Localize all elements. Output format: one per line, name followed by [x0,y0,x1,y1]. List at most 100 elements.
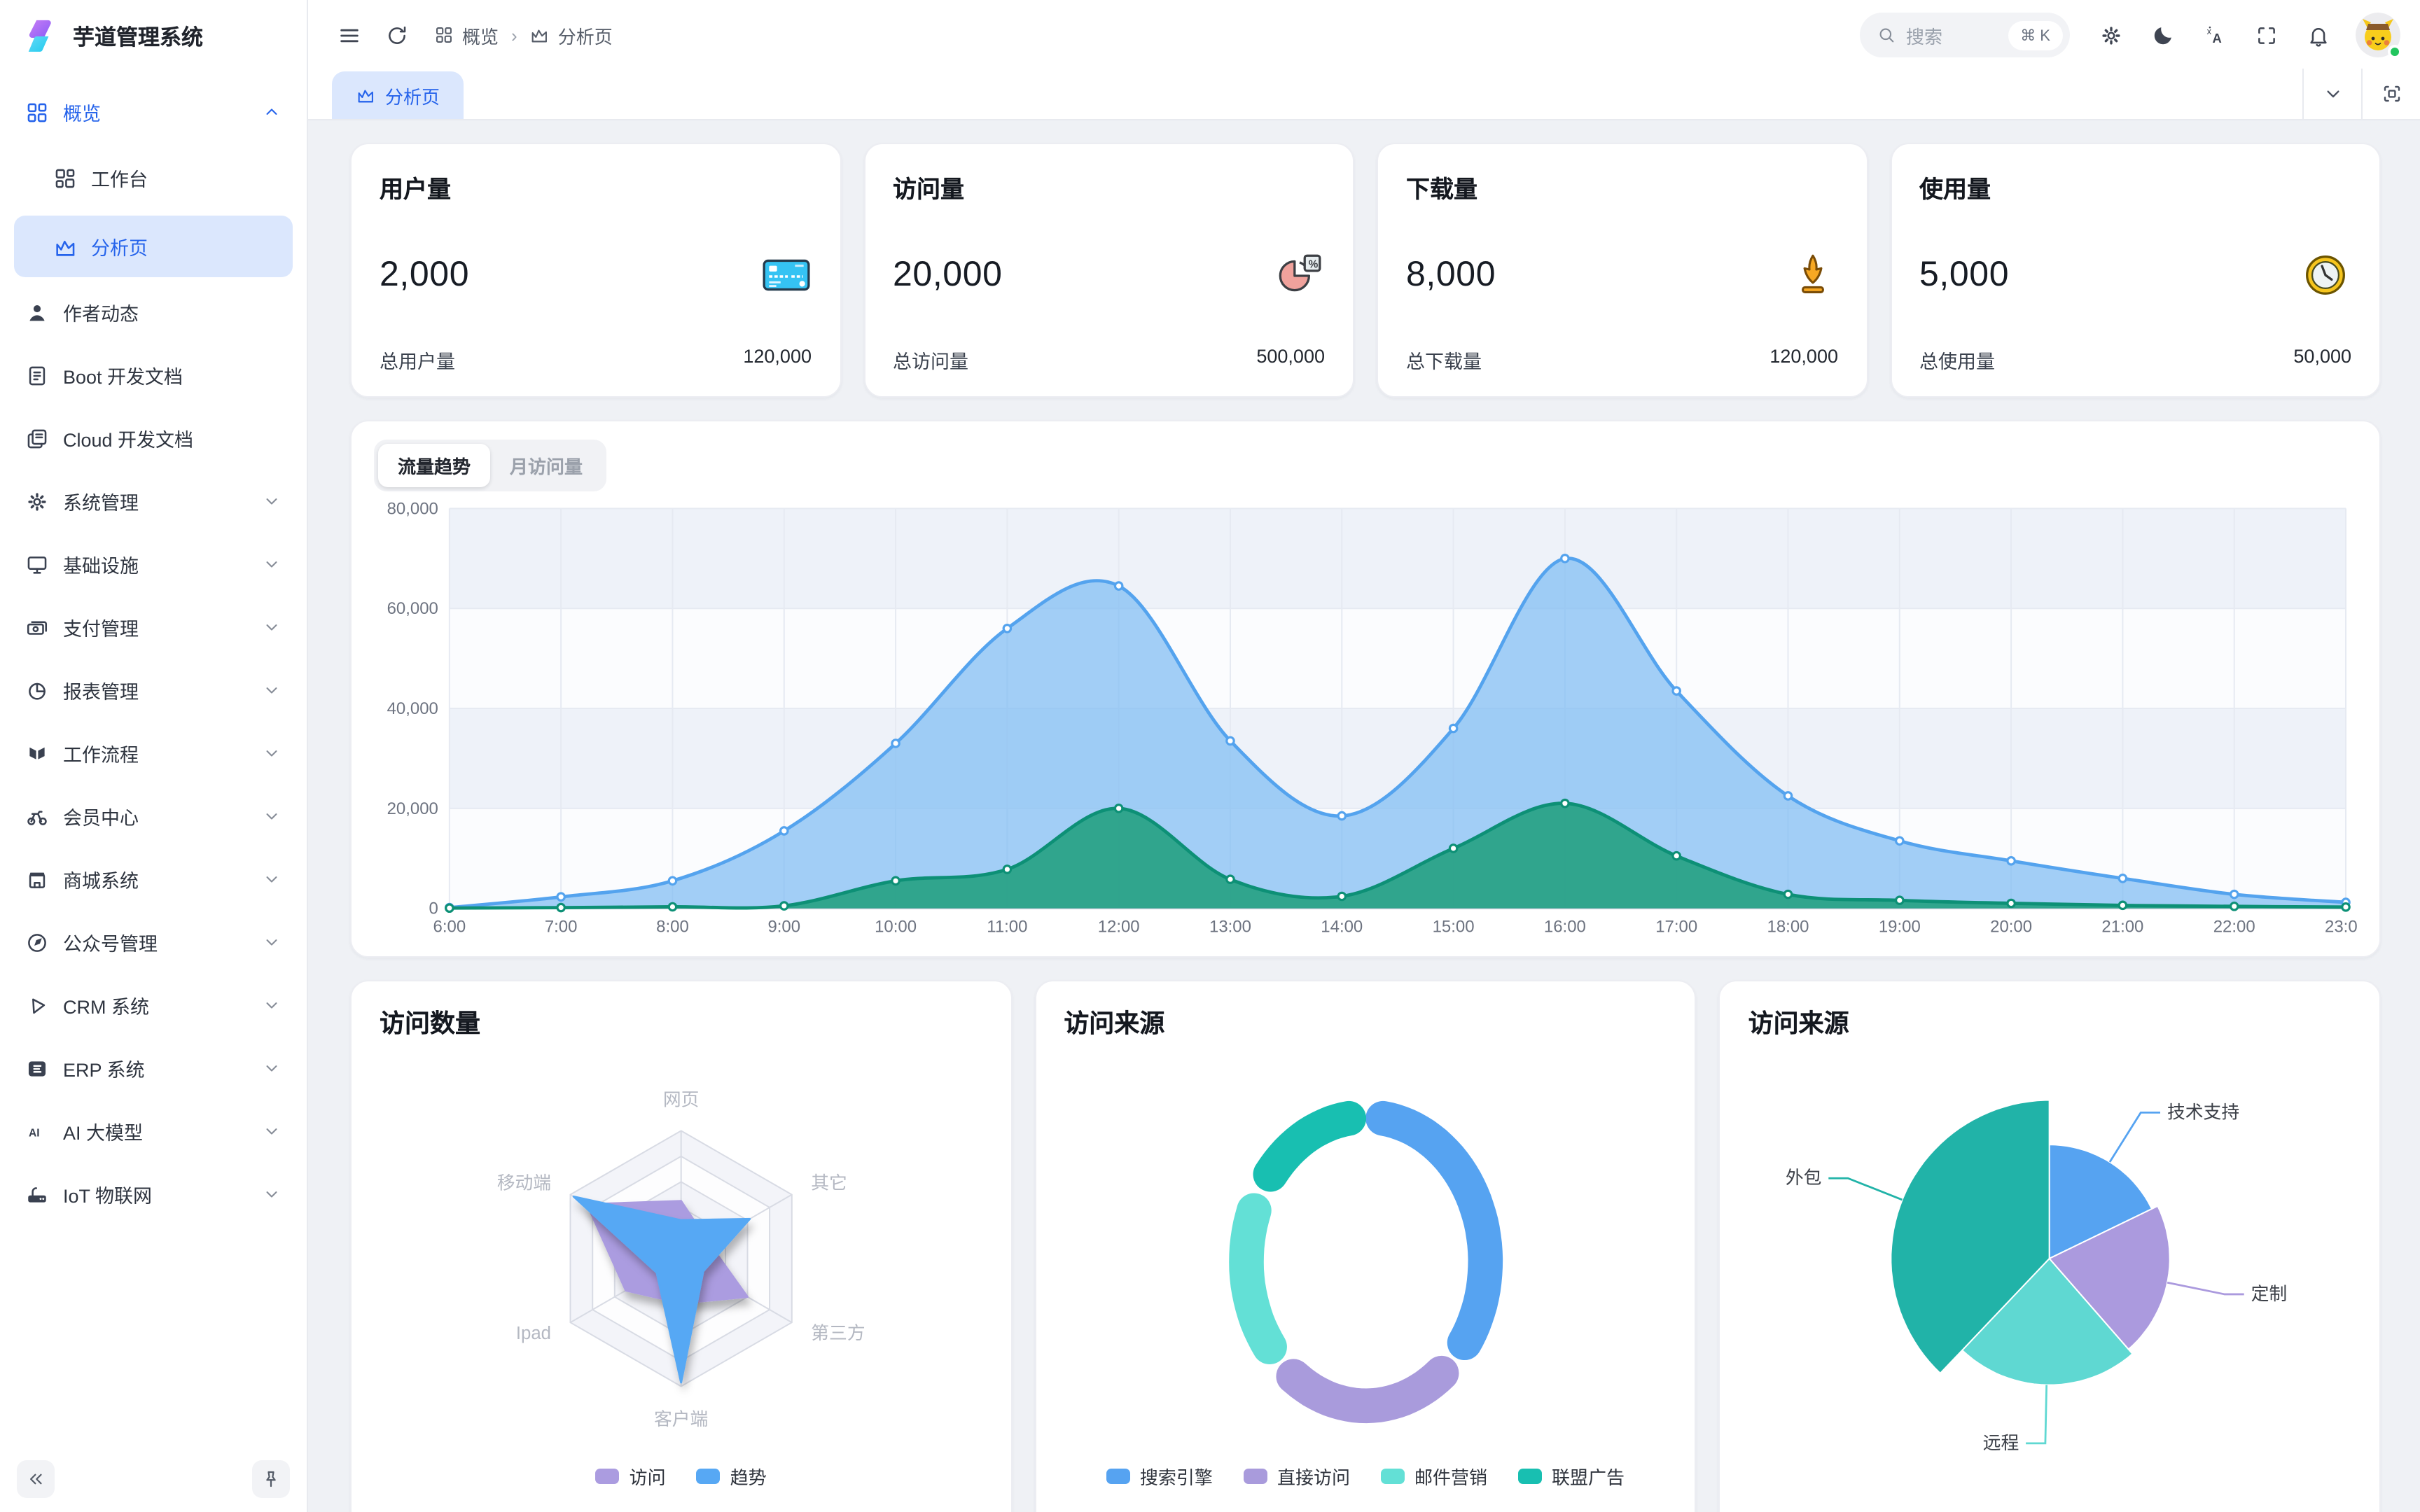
sidebar-item-label: 报表管理 [63,682,139,703]
pie-percent-icon: % [1279,254,1321,292]
stat-value: 2,000 [380,255,470,294]
sidebar-item-overview[interactable]: 概览 [14,84,293,140]
gear-icon [2101,26,2120,44]
stat-footer-value: 120,000 [1769,346,1838,367]
tab-bar: 分析页 [308,69,2420,120]
search-icon [1877,25,1896,45]
chevron-down-icon [266,750,277,757]
svg-text:80,000: 80,000 [387,500,438,518]
chevron-down-icon [266,498,277,505]
svg-text:外包: 外包 [1786,1168,1823,1188]
sidebar-collapse-button[interactable] [17,1460,55,1497]
sidebar-item-analysis[interactable]: 分析页 [14,216,293,277]
legend-swatch [696,1469,721,1484]
dark-mode-moon-button[interactable] [2141,14,2183,56]
stat-value: 20,000 [893,255,1003,294]
notification-bell-button[interactable] [2297,14,2339,56]
sidebar-item-boot-docs[interactable]: Boot 开发文档 [14,347,293,403]
svg-text:9:00: 9:00 [767,918,800,937]
sidebar-item-workbench[interactable]: 工作台 [14,147,293,209]
stat-footer-label: 总访问量 [893,351,968,372]
sidebar-item-infra[interactable]: 基础设施 [14,536,293,592]
chevron-down-icon [266,813,277,820]
svg-text:19:00: 19:00 [1879,918,1921,937]
bell-icon [2309,27,2326,46]
svg-text:AI: AI [29,1126,40,1138]
sidebar-menu: 概览工作台分析页作者动态 Boot 开发文档 Cloud 开发文档系统管理基础设施支… [0,73,307,1445]
legend-label: 搜索引擎 [1139,1467,1213,1488]
stat-title: 下载量 [1406,176,1477,203]
pin-icon [266,1470,276,1487]
radar-legend: 访问 趋势 [380,1463,982,1490]
sidebar-item-ai[interactable]: AI AI 大模型 [14,1103,293,1159]
breadcrumb-separator: › [511,24,517,46]
sidebar-item-cloud-docs[interactable]: Cloud 开发文档 [14,410,293,466]
svg-text:13:00: 13:00 [1209,918,1251,937]
sidebar-item-crm[interactable]: CRM 系统 [14,977,293,1033]
svg-text:21:00: 21:00 [2101,918,2143,937]
ai-icon: AI [29,1126,40,1138]
hamburger-menu-button[interactable] [328,14,370,56]
legend-item-邮件营销[interactable]: 邮件营销 [1380,1463,1487,1490]
settings-gear-button[interactable] [2089,14,2132,56]
doc-icon [29,365,46,385]
refresh-button[interactable] [375,14,417,56]
collapse-left-icon [30,1473,42,1484]
online-status-dot [2388,45,2402,59]
mall-icon [29,872,46,888]
legend-item-直接访问[interactable]: 直接访问 [1243,1463,1350,1490]
sidebar-item-mall[interactable]: 商城系统 [14,851,293,907]
grid-icon [436,27,452,43]
sidebar-pin-button[interactable] [252,1460,290,1497]
svg-text:移动端: 移动端 [497,1173,551,1194]
sidebar-item-label: 支付管理 [63,619,139,640]
breadcrumb-item-analysis[interactable]: 分析页 [557,26,613,47]
sidebar-item-system[interactable]: 系统管理 [14,473,293,529]
chevron-down-icon [266,876,277,883]
sidebar-item-payment[interactable]: 支付管理 [14,599,293,655]
stat-value: 8,000 [1406,255,1496,294]
toggle-monthly-visits[interactable]: 月访问量 [510,456,583,477]
stat-footer-label: 总用户量 [380,351,455,372]
hamburger-icon [340,28,358,42]
legend-item-搜索引擎[interactable]: 搜索引擎 [1106,1463,1213,1490]
search-input[interactable]: 搜索 ⌘ K [1860,13,2070,57]
stat-card-usage: 使用量 5,000 总使用量 50,000 [1890,143,2381,398]
sidebar-item-author-news[interactable]: 作者动态 [14,284,293,340]
legend-label: 访问 [629,1467,666,1488]
traffic-trend-card: 流量趋势 月访问量 0 20,000 40,000 60,000 80,000 6:00 7… [350,420,2381,958]
sidebar-item-label: IoT 物联网 [63,1186,153,1207]
sidebar-item-label: 系统管理 [63,493,139,514]
sidebar-item-member[interactable]: 会员中心 [14,788,293,844]
sidebar-item-label: 工作台 [91,169,148,190]
legend-item-访问[interactable]: 访问 [595,1463,666,1490]
toggle-traffic-trend[interactable]: 流量趋势 [378,444,491,487]
content-maximize-button[interactable] [2361,69,2420,119]
tabs-dropdown-button[interactable] [2302,69,2361,119]
sidebar-item-mp[interactable]: 公众号管理 [14,914,293,970]
chevron-down-icon [266,1002,277,1009]
svg-text:11:00: 11:00 [987,918,1027,937]
tab-analysis[interactable]: 分析页 [332,71,464,119]
sidebar-item-iot[interactable]: IoT 物联网 [14,1166,293,1222]
sidebar-item-workflow[interactable]: 工作流程 [14,725,293,781]
user-avatar[interactable] [2356,13,2402,59]
svg-text:A: A [2211,30,2220,45]
sidebar-item-report[interactable]: 报表管理 [14,662,293,718]
sidebar-item-erp[interactable]: ERP 系统 [14,1040,293,1096]
legend-label: 邮件营销 [1414,1467,1487,1488]
sidebar-item-label: 概览 [63,104,101,125]
app-logo[interactable]: 芋道管理系统 [0,0,307,73]
svg-text:60,000: 60,000 [387,599,438,618]
breadcrumb-item-overview[interactable]: 概览 [462,26,499,47]
visit-source-pie-card: 访问来源 技术支持 定制 远程 外包 [1718,980,2381,1512]
legend-item-趋势[interactable]: 趋势 [696,1463,767,1490]
crm-icon [32,997,46,1014]
legend-item-联盟广告[interactable]: 联盟广告 [1518,1463,1625,1490]
sidebar: 芋道管理系统 概览工作台分析页作者动态 Boot 开发文档 Cloud 开发文档系统… [0,0,308,1512]
fullscreen-button[interactable] [2245,14,2287,56]
